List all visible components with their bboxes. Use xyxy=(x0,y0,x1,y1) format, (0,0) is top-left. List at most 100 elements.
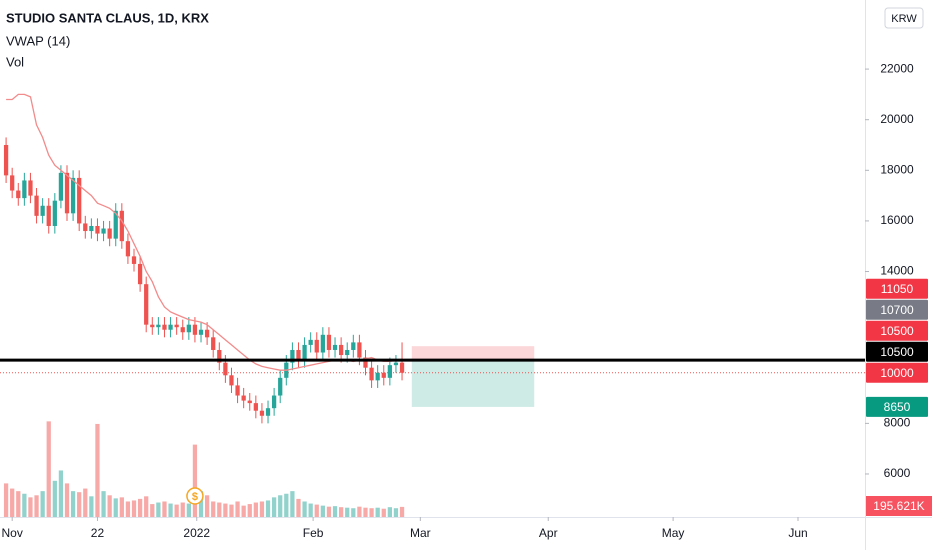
target-zone xyxy=(411,360,535,407)
candle-body xyxy=(107,228,112,239)
volume-bar xyxy=(393,508,399,517)
x-tick-label: Jun xyxy=(788,526,807,540)
currency-label[interactable]: KRW xyxy=(891,13,917,25)
x-tick-label: Mar xyxy=(410,526,431,540)
volume-bar xyxy=(131,500,137,517)
volume-bar xyxy=(204,495,210,517)
indicator-label: VWAP (14) xyxy=(6,33,70,48)
candle-body xyxy=(156,324,161,328)
candle-body xyxy=(64,172,70,214)
volume-bar xyxy=(89,496,94,517)
candle-body xyxy=(28,180,33,196)
candle-body xyxy=(34,195,39,216)
volume-bar xyxy=(375,507,380,517)
candle-body xyxy=(375,372,380,381)
volume-bar xyxy=(345,507,350,517)
candle-body xyxy=(247,400,252,404)
price-tag-label: 10000 xyxy=(880,366,914,380)
volume-bar xyxy=(16,491,21,517)
volume-bar xyxy=(198,491,204,517)
candle-body xyxy=(162,324,167,330)
price-tag xyxy=(866,278,928,299)
price-tag-label: 11050 xyxy=(881,282,914,296)
candle-body xyxy=(89,225,94,232)
volume-bar xyxy=(58,470,64,517)
candle-body xyxy=(40,205,45,216)
volume-bar xyxy=(192,444,198,517)
candle-body xyxy=(229,375,234,386)
indicator-label: Vol xyxy=(6,54,24,69)
volume-bar xyxy=(10,488,15,517)
candle-body xyxy=(381,372,386,378)
volume-bar xyxy=(369,508,374,517)
volume-bar xyxy=(137,498,143,517)
candle-body xyxy=(241,395,246,401)
candle-body xyxy=(119,210,124,242)
volume-bar xyxy=(326,506,332,517)
candle-body xyxy=(10,175,15,191)
volume-bar xyxy=(296,498,301,517)
volume-bar xyxy=(125,501,131,517)
volume-bar xyxy=(332,506,338,517)
volume-bar xyxy=(28,497,33,517)
candle-body xyxy=(204,329,210,338)
volume-bar xyxy=(83,488,88,517)
currency-box[interactable] xyxy=(884,7,924,29)
volume-bar xyxy=(186,503,191,517)
candle-body xyxy=(253,403,258,411)
candle-body xyxy=(83,223,88,232)
volume-bar xyxy=(259,501,265,517)
price-tag-label: 10500 xyxy=(880,345,914,359)
candle-body xyxy=(265,408,271,416)
candle-body xyxy=(131,256,137,264)
candle-body xyxy=(271,395,277,409)
candle-body xyxy=(137,263,143,285)
price-tag-label: 10700 xyxy=(880,303,914,317)
candle-body xyxy=(70,177,76,214)
volume-tag xyxy=(866,496,932,516)
candle-body xyxy=(308,339,313,345)
volume-bar xyxy=(253,502,258,517)
candle-body xyxy=(363,357,368,368)
candle-body xyxy=(278,377,283,396)
volume-bar xyxy=(46,421,51,517)
volume-bar xyxy=(95,423,100,517)
candle-body xyxy=(113,210,118,239)
candle-body xyxy=(296,349,301,361)
volume-bar xyxy=(338,507,344,517)
volume-bar xyxy=(113,498,118,517)
volume-bar xyxy=(150,504,155,517)
volume-bar xyxy=(22,493,27,517)
candle-body xyxy=(150,324,155,328)
volume-bar xyxy=(363,507,368,517)
candle-body xyxy=(290,349,295,363)
candle-body xyxy=(223,362,228,376)
volume-bar xyxy=(52,480,57,517)
volume-bar xyxy=(180,502,185,517)
chart-title: STUDIO SANTA CLAUS, 1D, KRX xyxy=(6,10,209,25)
candle-body xyxy=(217,349,222,363)
candle-body xyxy=(326,334,332,350)
volume-bar xyxy=(381,508,386,517)
candle-body xyxy=(77,177,82,224)
candle-body xyxy=(235,385,240,396)
volume-bar xyxy=(211,501,216,517)
volume-bar xyxy=(290,491,295,517)
volume-bar xyxy=(387,507,392,517)
dividend-marker xyxy=(186,487,204,505)
x-tick-label: 2022 xyxy=(183,526,210,540)
candle-body xyxy=(399,362,405,373)
candle-body xyxy=(357,342,362,358)
y-tick-label: 20000 xyxy=(880,112,914,126)
x-tick-label: May xyxy=(662,526,685,540)
volume-bar xyxy=(70,491,76,517)
volume-tag-label: 195.621K xyxy=(873,499,924,513)
price-tag xyxy=(866,320,928,341)
price-tag xyxy=(866,299,928,320)
candle-body xyxy=(180,327,185,333)
price-tag-label: 8650 xyxy=(884,400,911,414)
x-tick-label: Nov xyxy=(2,526,23,540)
candle-body xyxy=(101,228,106,234)
price-tag xyxy=(866,396,928,417)
